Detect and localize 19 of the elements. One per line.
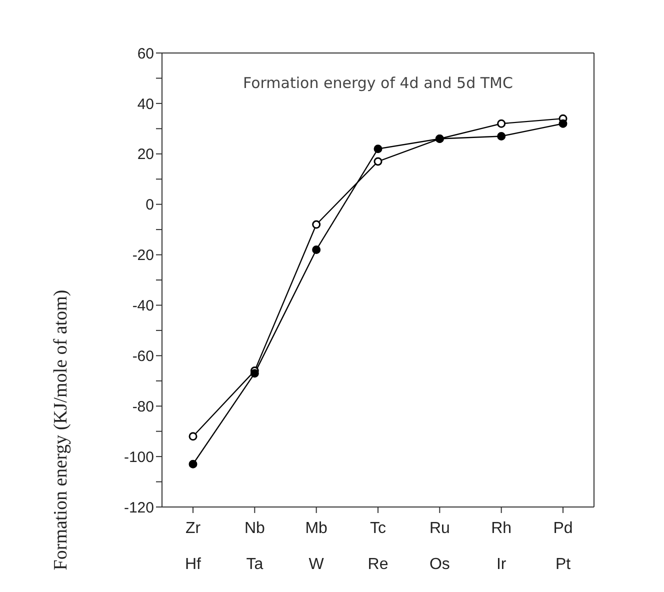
y-tick-label: 20: [137, 146, 154, 164]
x-tick-label: Tc Re: [368, 520, 388, 573]
y-tick-label: 0: [146, 196, 154, 214]
y-tick-label: -20: [132, 247, 154, 264]
x-tick-label: Nb Ta: [244, 520, 265, 573]
text: Formation energy of 4d and 5d TMC: [242, 74, 514, 92]
y-tick-label: -100: [124, 448, 154, 466]
x-tick-label: Ru Os: [429, 520, 450, 573]
x-tick-label: Mb W: [305, 520, 328, 573]
y-tick-label: 40: [137, 96, 154, 113]
x-tick-label: Pd Pt: [553, 520, 573, 573]
y-tick-label: 60: [137, 45, 154, 62]
y-tick-label: -80: [132, 398, 154, 416]
x-tick-label: Zr Hf: [185, 520, 202, 573]
x-tick-label: Rh Ir: [491, 520, 512, 573]
y-tick-label: -40: [132, 298, 154, 315]
y-axis-title: Formation energy (KJ/mole of atom): [50, 290, 72, 570]
y-tick-label: -60: [132, 348, 154, 365]
y-tick-label: -120: [124, 499, 154, 516]
